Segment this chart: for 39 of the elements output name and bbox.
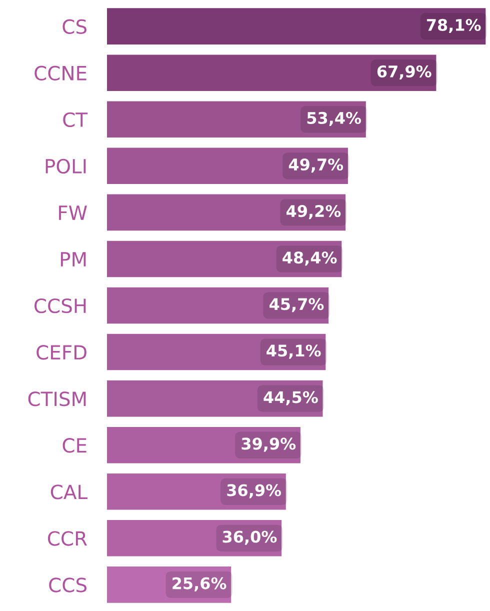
data-label: 53,4% [307,112,362,126]
y-tick-label: CE [62,438,86,453]
data-label: 48,4% [282,252,337,266]
bar [107,473,286,510]
y-tick-label: PM [60,252,86,266]
data-label: 49,2% [286,204,341,220]
bar [107,380,323,417]
bar [107,101,366,138]
bar [107,287,329,324]
data-label: 39,9% [242,438,296,452]
y-tick-label: CEFD [36,344,86,360]
data-label: 45,1% [266,344,321,359]
bar [107,334,326,370]
data-label: 67,9% [377,65,432,80]
y-tick-label: POLI [46,158,86,174]
data-label: 45,7% [270,298,324,312]
bar [107,194,346,231]
y-tick-label: CT [63,112,88,128]
y-tick-label: FW [59,206,87,220]
bar [107,8,486,44]
y-tick-label: CCS [49,578,86,592]
bar [107,566,232,603]
y-tick-label: CTISM [28,392,86,406]
y-tick-label: CCNE [34,66,86,81]
bar [107,54,436,91]
y-tick-label: CCR [48,531,87,546]
y-tick-label: CS [62,19,86,34]
bar [107,240,342,278]
bar [107,426,300,464]
y-tick-label: CAL [50,484,88,500]
data-label: 78,1% [426,18,481,33]
bar [107,520,282,556]
data-label: 36,9% [227,484,282,498]
data-label: 44,5% [264,391,318,406]
data-label: 49,7% [288,158,344,173]
bar [107,148,348,184]
data-label: 36,0% [222,530,277,545]
data-label: 25,6% [172,577,226,592]
y-tick-label: CCSH [34,298,86,314]
